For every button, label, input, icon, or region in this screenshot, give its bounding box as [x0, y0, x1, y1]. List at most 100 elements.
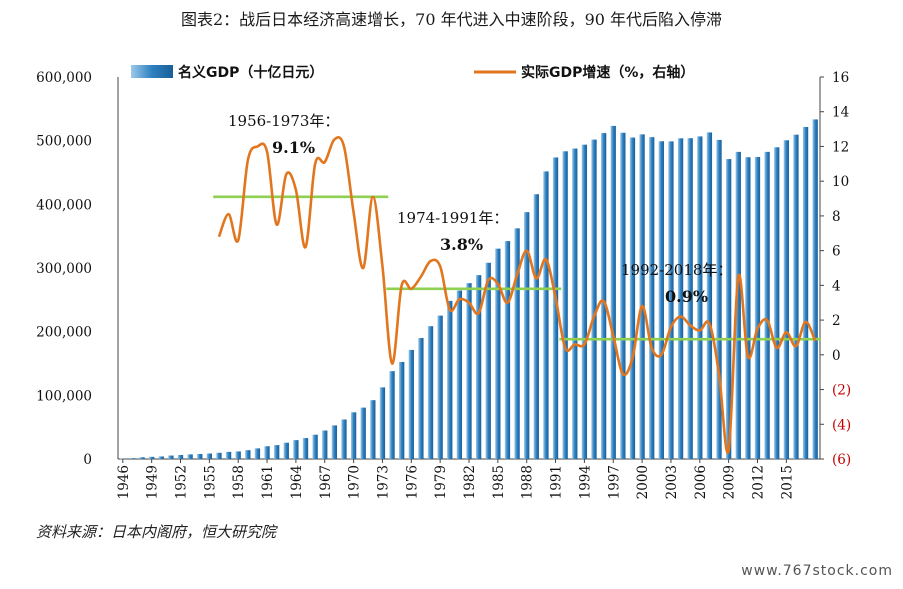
- gdp-bar: [735, 151, 741, 459]
- period2-label: 1974-1991年：: [397, 209, 508, 227]
- gdp-bar: [274, 445, 280, 459]
- gdp-bar: [485, 262, 491, 459]
- growth-series-line: [217, 136, 817, 454]
- x-tick-label: 1952: [174, 465, 190, 499]
- gdp-bar: [533, 194, 539, 459]
- gdp-bar: [427, 326, 434, 459]
- gdp-bar: [475, 275, 482, 459]
- legend-line-label: 实际GDP增速（%，右轴）: [521, 64, 694, 81]
- y-right-tick-label: 12: [832, 139, 849, 155]
- gdp-bar: [177, 455, 184, 459]
- gdp-bar: [168, 455, 174, 459]
- gdp-bar: [687, 138, 693, 459]
- gdp-chart: 0 100,000 200,000 300,000 400,000 500,000 600,…: [36, 64, 851, 499]
- gdp-bar: [399, 361, 405, 459]
- x-tick-label: 1961: [260, 465, 276, 499]
- gdp-bar: [668, 141, 674, 459]
- legend-bar-swatch: [131, 65, 173, 78]
- tick-labels: 0 100,000 200,000 300,000 400,000 500,000 600,…: [36, 70, 851, 499]
- gdp-bar: [206, 453, 212, 459]
- gdp-bar: [225, 451, 232, 459]
- gdp-bar: [581, 144, 588, 459]
- y-left-tick-label: 500,000: [36, 134, 92, 150]
- gdp-bar: [610, 125, 616, 460]
- y-right-tick-label: 8: [832, 209, 841, 225]
- gdp-bar: [216, 452, 222, 459]
- gdp-bar: [418, 337, 424, 459]
- source-note: 资料来源：日本内阁府，恒大研究院: [36, 523, 277, 541]
- y-right-tick-label: 6: [832, 244, 841, 260]
- gdp-bar: [658, 141, 664, 460]
- gdp-bar: [264, 446, 270, 459]
- gdp-bar: [783, 140, 789, 459]
- period2-avg: 3.8%: [440, 235, 483, 254]
- gdp-bar: [514, 228, 520, 459]
- gdp-bar: [524, 212, 530, 459]
- gdp-bar: [120, 458, 126, 460]
- gdp-bar: [639, 134, 645, 460]
- gdp-bar: [158, 456, 164, 459]
- x-tick-label: 1976: [404, 465, 420, 499]
- gdp-bar: [370, 400, 376, 459]
- x-tick-label: 2015: [779, 465, 795, 499]
- gdp-bar: [802, 126, 809, 459]
- x-tick-label: 1973: [375, 465, 391, 499]
- gdp-bar: [331, 425, 338, 459]
- gdp-bar: [245, 450, 251, 459]
- x-tick-label: 1949: [145, 465, 161, 499]
- gdp-bar: [716, 139, 722, 459]
- x-tick-label: 1994: [577, 465, 593, 499]
- growth-line: [217, 136, 817, 454]
- gdp-bar: [254, 448, 261, 459]
- gdp-bar: [543, 171, 549, 460]
- gdp-bar: [764, 151, 770, 459]
- y-right-tick-label: (2): [832, 383, 851, 399]
- legend: 名义GDP（十亿日元） 实际GDP增速（%，右轴）: [131, 64, 694, 81]
- x-tick-label: 2003: [664, 465, 680, 499]
- gdp-bar: [706, 132, 713, 459]
- x-tick-label: 1982: [462, 465, 478, 499]
- gdp-bar: [283, 442, 289, 459]
- gdp-bar: [341, 419, 347, 459]
- x-tick-label: 1970: [347, 465, 363, 499]
- x-tick-label: 2006: [693, 465, 709, 499]
- gdp-bar: [235, 451, 241, 459]
- x-tick-label: 2009: [722, 465, 738, 499]
- gdp-bar: [187, 454, 193, 459]
- x-tick-label: 1991: [549, 465, 565, 499]
- gdp-bar: [322, 430, 328, 459]
- gdp-bar: [350, 412, 357, 459]
- x-tick-label: 1955: [202, 465, 218, 499]
- gdp-bar: [466, 283, 472, 459]
- gdp-bar: [552, 157, 559, 459]
- y-left-tick-label: 400,000: [36, 197, 92, 213]
- gdp-bar: [600, 133, 607, 459]
- y-left-tick-label: 300,000: [36, 261, 92, 277]
- gdp-bar: [812, 119, 818, 460]
- y-left-tick-label: 100,000: [36, 388, 92, 404]
- gdp-bar: [620, 132, 626, 459]
- x-tick-label: 1997: [606, 465, 622, 499]
- x-tick-label: 1958: [231, 465, 247, 499]
- period3-avg: 0.9%: [665, 287, 708, 306]
- y-right-tick-label: 2: [832, 313, 841, 329]
- x-tick-label: 2012: [750, 465, 766, 499]
- period1-label: 1956-1973年：: [228, 112, 339, 130]
- y-right-tick-label: 0: [832, 348, 841, 364]
- gdp-bar: [649, 137, 655, 459]
- gdp-bar: [408, 349, 414, 459]
- period3-label: 1992-2018年：: [621, 261, 732, 279]
- chart-title: 图表2：战后日本经济高速增长，70 年代进入中速阶段，90 年代后陷入停滞: [180, 10, 723, 29]
- gdp-bar: [572, 148, 578, 459]
- gdp-bar: [726, 159, 732, 459]
- x-tick-label: 1967: [318, 465, 334, 499]
- y-left-tick-label: 200,000: [36, 325, 92, 341]
- y-right-tick-label: (6): [832, 452, 851, 468]
- gdp-bar: [302, 438, 309, 459]
- x-tick-label: 1985: [491, 465, 507, 499]
- gdp-bar: [793, 134, 799, 459]
- x-tick-label: 2000: [635, 465, 651, 499]
- gdp-bar: [745, 157, 751, 459]
- x-tick-label: 1988: [520, 465, 536, 499]
- y-right-tick-label: (4): [832, 417, 851, 433]
